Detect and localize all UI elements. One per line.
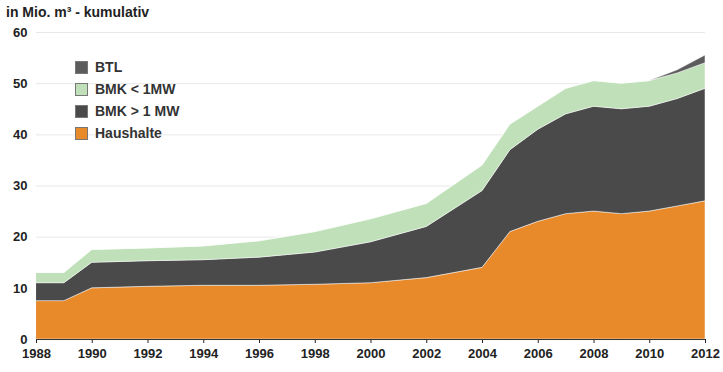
svg-text:1992: 1992 [134, 346, 163, 361]
svg-text:2006: 2006 [524, 346, 553, 361]
svg-text:0: 0 [20, 332, 27, 347]
svg-text:10: 10 [13, 280, 27, 295]
svg-text:60: 60 [13, 25, 27, 40]
svg-text:1988: 1988 [22, 346, 51, 361]
svg-text:2000: 2000 [357, 346, 386, 361]
html-text:Haushalte: Haushalte [95, 125, 162, 141]
svg-text:30: 30 [13, 178, 27, 193]
svg-text:2012: 2012 [691, 346, 720, 361]
svg-text:1994: 1994 [189, 346, 219, 361]
svg-text:2008: 2008 [580, 346, 609, 361]
svg-text:1998: 1998 [301, 346, 330, 361]
svg-text:2002: 2002 [412, 346, 441, 361]
svg-text:2004: 2004 [468, 346, 498, 361]
html-text:BMK < 1MW: BMK < 1MW [95, 81, 176, 97]
html-text:BTL: BTL [95, 59, 123, 75]
html-text:in Mio. m³ - kumulativ: in Mio. m³ - kumulativ [6, 4, 150, 20]
svg-text:40: 40 [13, 127, 27, 142]
svg-text:20: 20 [13, 229, 27, 244]
svg-text:1996: 1996 [245, 346, 274, 361]
svg-text:2010: 2010 [635, 346, 664, 361]
html-text:BMK > 1 MW: BMK > 1 MW [95, 103, 180, 119]
svg-text:50: 50 [13, 76, 27, 91]
svg-text:1990: 1990 [78, 346, 107, 361]
